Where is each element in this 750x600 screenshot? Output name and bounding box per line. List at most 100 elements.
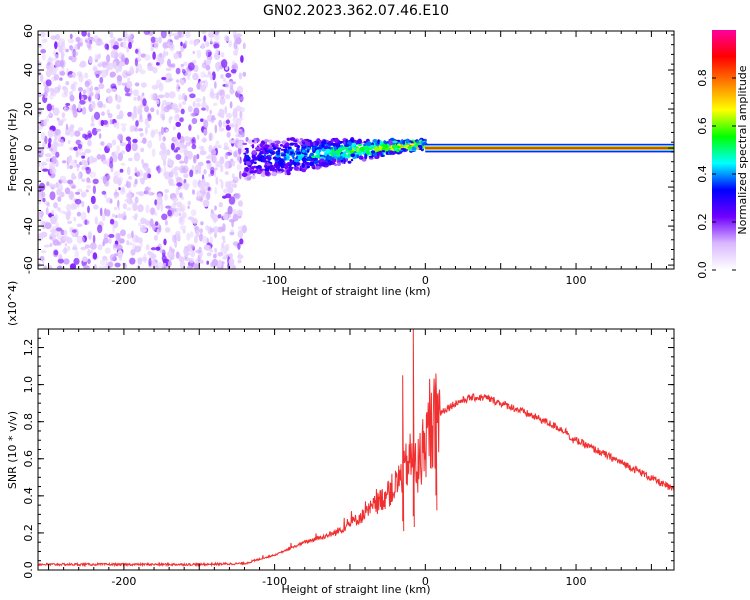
spectrogram-cell (178, 102, 182, 109)
spectrogram-cell (196, 229, 200, 238)
spectrogram-cell (203, 169, 207, 175)
spectrogram-cell (51, 226, 57, 231)
spectrogram-cell (117, 206, 120, 211)
spectrogram-cell (148, 257, 152, 267)
spectrogram-cell (203, 35, 207, 42)
spectrogram-cell (179, 160, 185, 164)
spectrogram-cell (184, 40, 188, 46)
spectrogram-cell (92, 234, 96, 244)
spectrogram-cell (323, 145, 329, 150)
spectrogram-cell (46, 115, 49, 123)
spectrogram-cell (380, 147, 387, 152)
spectrogram-cell (150, 93, 156, 101)
spectrogram-cell (348, 147, 353, 151)
spectrogram-cell (279, 144, 284, 147)
spectrogram-cell (86, 185, 91, 189)
spectrogram-cell (169, 91, 176, 99)
spectrogram-cell (283, 156, 287, 161)
spectrogram-cell (214, 205, 217, 211)
spectrogram-cell (185, 251, 191, 256)
spectrogram-cell (174, 114, 180, 122)
spectrogram-cell (94, 59, 99, 63)
spectrogram-cell (106, 54, 111, 63)
spectrogram-cell (328, 160, 333, 166)
spectrogram-cell (72, 232, 76, 238)
spectrogram-cell (131, 111, 136, 116)
spectrogram-cell (263, 165, 269, 168)
spectrogram-cell (307, 141, 311, 147)
spectrogram-cell (91, 114, 95, 124)
spectrogram-cell (178, 94, 182, 101)
spectrogram-cell (152, 223, 156, 231)
spectrogram-cell (57, 207, 61, 212)
spectrogram-cell (108, 233, 115, 238)
spectrogram-cell (132, 202, 138, 212)
spectrogram-cell (109, 218, 115, 225)
spectrogram-cell (304, 153, 307, 156)
spectrogram-cell (206, 58, 212, 65)
spectrogram-cell (314, 165, 321, 170)
snr-x-ticks: -200 -100 0 100 (48, 329, 667, 588)
spectrogram-cell (310, 159, 314, 162)
spectrogram-cell (228, 257, 235, 267)
spectrogram-cell (59, 210, 66, 214)
spectrogram-cell (417, 144, 423, 148)
spectrogram-cell (45, 158, 50, 163)
spectrogram-cell (106, 142, 113, 149)
spectrogram-cell (223, 142, 229, 149)
spectrogram-cell (311, 146, 316, 151)
spectrogram-cell (120, 54, 126, 63)
spectrogram-cell (175, 147, 181, 151)
spectrogram-cell (264, 167, 269, 172)
spectrogram-cell (161, 145, 167, 155)
spectrogram-cell (243, 157, 247, 163)
spectrogram-cell (99, 207, 103, 217)
spectrogram-cell (224, 152, 229, 160)
spectrogram-cell (238, 200, 243, 207)
spectrogram-cell (122, 211, 127, 217)
spectrogram-cell (137, 108, 143, 115)
x-tick-label: -100 (262, 575, 287, 588)
spectrogram-cell (245, 137, 249, 142)
spectrogram-cell (233, 41, 238, 50)
spectrogram-cell (170, 142, 175, 151)
spectrogram-cell (160, 109, 166, 118)
spectrogram-cell (392, 140, 398, 144)
spectrogram-cells (38, 31, 674, 269)
spectrogram-cell (80, 211, 87, 221)
snr-series-line (38, 329, 674, 568)
spectrogram-cell (94, 86, 99, 91)
spectrogram-cell (120, 162, 126, 166)
spectrogram-cell (301, 157, 307, 162)
spectrogram-cell (160, 152, 167, 161)
spectrogram-cell (111, 213, 116, 218)
spectrogram-cell (68, 56, 73, 61)
spectrogram-cell (215, 176, 219, 185)
spectrogram-cell (91, 127, 98, 136)
spectrogram-cell (238, 131, 244, 138)
spectrogram-cell (118, 110, 124, 120)
spectrogram-cell (286, 149, 290, 154)
spectrogram-cell (117, 213, 121, 219)
spectrogram-cell (141, 159, 144, 165)
spectrogram-cell (187, 216, 195, 221)
spectrogram-cell (239, 96, 245, 102)
spectrogram-cell (246, 154, 250, 160)
spectrogram-cell (220, 164, 224, 173)
spectrogram-cell (293, 166, 299, 171)
spectrogram-cell (41, 162, 48, 166)
spectrogram-cell (331, 158, 337, 163)
spectrogram-cell (161, 213, 168, 221)
x-tick-label: -200 (111, 274, 136, 287)
spectrogram-cell (49, 191, 56, 201)
spectrogram-cell (126, 233, 132, 239)
spectrogram-cell (72, 184, 77, 189)
spectrogram-cell (394, 147, 398, 151)
spectrogram-cell (343, 158, 346, 164)
spectrogram-cell (215, 140, 220, 150)
spectrogram-cell (165, 128, 169, 133)
spectrogram-cell (256, 170, 262, 175)
spectrogram-cell (247, 139, 254, 144)
spectrogram-cell (45, 79, 52, 87)
x-tick-label: 0 (422, 274, 429, 287)
